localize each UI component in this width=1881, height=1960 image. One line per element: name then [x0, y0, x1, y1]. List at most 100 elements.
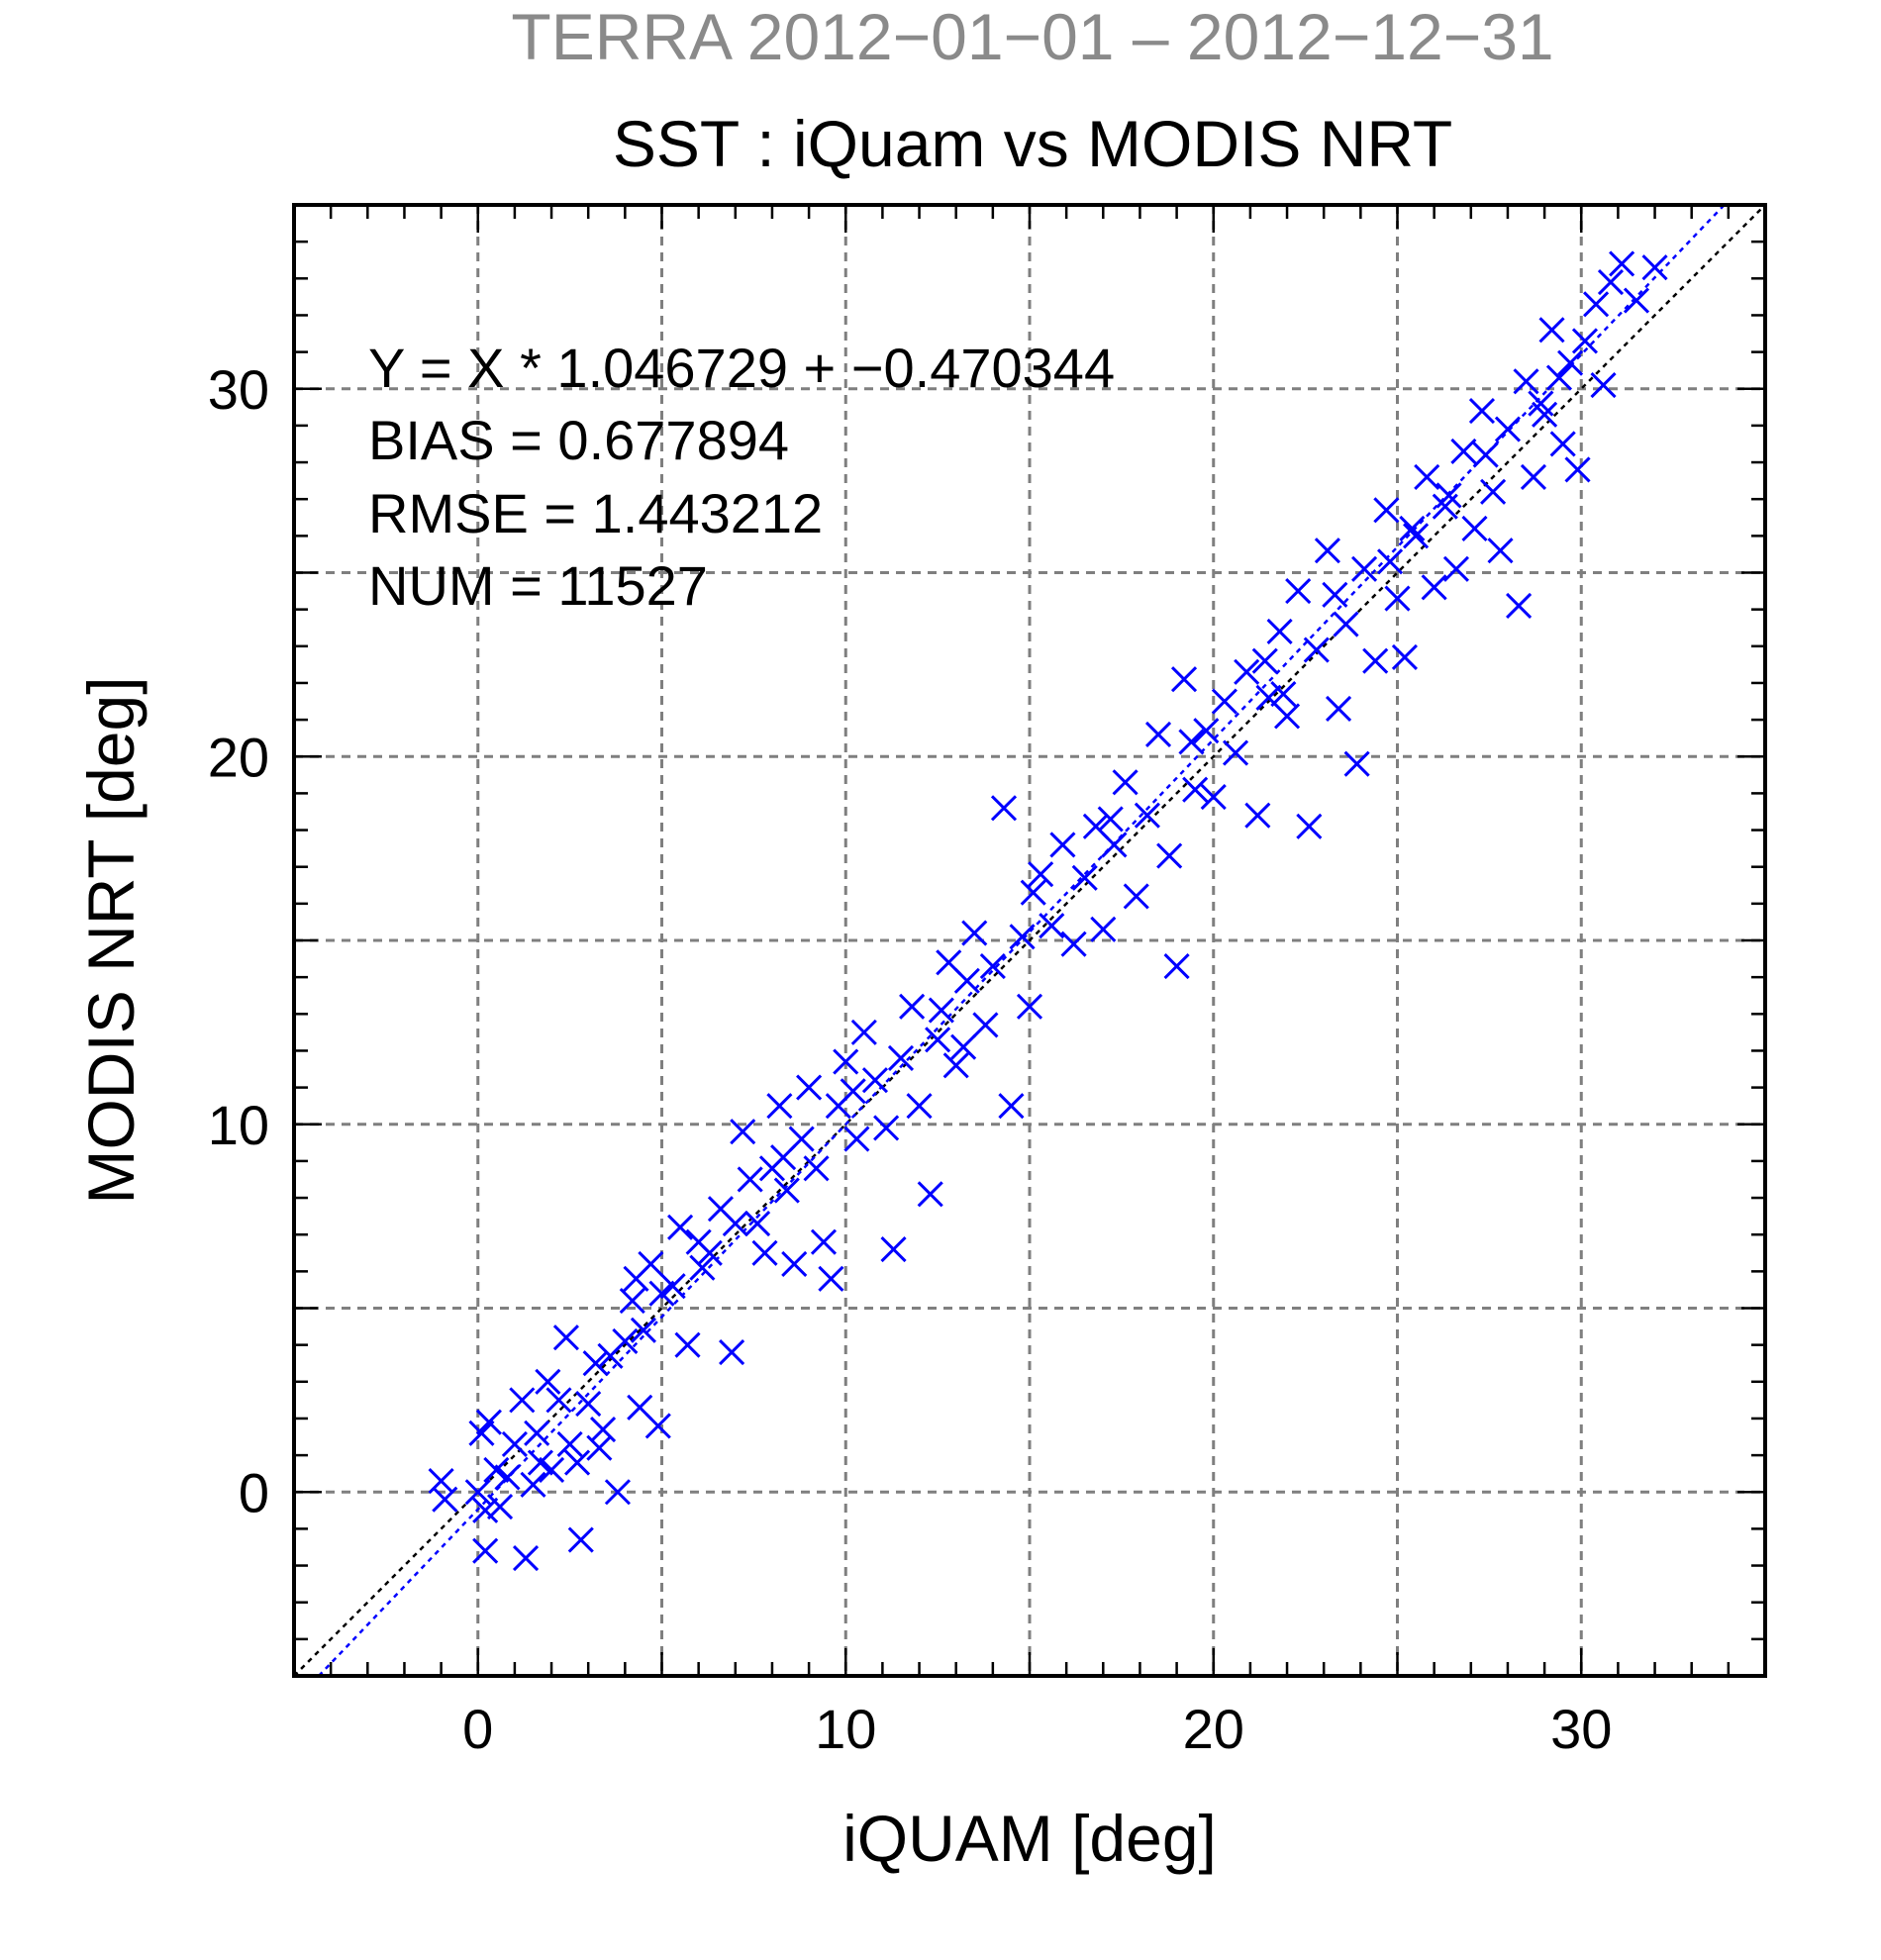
- data-point: [464, 1479, 491, 1506]
- data-point: [887, 1044, 915, 1071]
- data-point: [1480, 478, 1507, 505]
- data-point: [1436, 482, 1462, 509]
- data-point: [468, 1420, 495, 1446]
- data-point: [1549, 431, 1576, 457]
- data-point: [1112, 769, 1138, 796]
- data-point: [520, 1471, 546, 1498]
- data-point: [840, 1078, 866, 1105]
- data-point: [612, 1327, 639, 1355]
- data-point: [737, 1166, 763, 1193]
- data-point: [810, 1228, 838, 1255]
- data-point: [1060, 931, 1087, 957]
- data-point: [1414, 463, 1440, 490]
- data-point: [972, 1012, 999, 1038]
- data-point: [781, 1250, 808, 1277]
- data-point: [751, 1239, 778, 1266]
- data-point: [1362, 647, 1389, 674]
- data-point: [1343, 750, 1370, 777]
- data-point: [623, 1265, 649, 1292]
- data-point: [1156, 842, 1183, 869]
- x-tick-label: 10: [815, 1698, 876, 1760]
- data-point: [630, 1317, 656, 1343]
- data-point: [512, 1545, 540, 1572]
- data-point: [990, 795, 1018, 822]
- x-tick-label: 30: [1550, 1698, 1612, 1760]
- data-point: [689, 1254, 716, 1281]
- data-point: [1609, 250, 1635, 277]
- data-point: [1384, 585, 1411, 612]
- data-point: [1200, 784, 1227, 811]
- data-point: [833, 1048, 859, 1075]
- data-point: [803, 1155, 830, 1182]
- data-point: [950, 1033, 977, 1060]
- data-point: [1545, 364, 1573, 391]
- data-point: [1222, 739, 1249, 766]
- data-point: [535, 1368, 561, 1395]
- data-point: [1442, 555, 1470, 582]
- data-point: [648, 1280, 675, 1307]
- data-point: [1322, 581, 1348, 608]
- data-point: [1211, 688, 1238, 715]
- plot-frame: [292, 203, 1767, 1678]
- data-point: [1487, 538, 1514, 564]
- data-point: [432, 1486, 458, 1513]
- data-point: [552, 1324, 579, 1351]
- data-point: [773, 1177, 800, 1204]
- data-point: [644, 1413, 671, 1439]
- y-tick-label: 0: [239, 1461, 269, 1523]
- data-point: [1028, 861, 1054, 888]
- data-point: [730, 1119, 756, 1145]
- data-point: [563, 1449, 591, 1476]
- data-points: [428, 250, 1668, 1572]
- data-point: [1182, 776, 1209, 803]
- data-point: [1403, 523, 1430, 549]
- data-point: [979, 952, 1006, 980]
- data-point: [818, 1265, 844, 1292]
- data-point: [1101, 832, 1128, 858]
- data-point: [1461, 515, 1488, 541]
- data-point: [1266, 618, 1293, 645]
- x-axis-label: iQUAM [deg]: [842, 1802, 1217, 1875]
- data-point: [953, 967, 980, 994]
- data-point: [1513, 368, 1539, 395]
- data-point: [1583, 291, 1610, 318]
- data-point: [1333, 611, 1359, 637]
- chart-supertitle: TERRA 2012−01−01 – 2012−12−31: [511, 0, 1553, 73]
- data-point: [582, 1350, 609, 1377]
- x-tick-label: 0: [462, 1698, 493, 1760]
- data-point: [873, 1115, 900, 1141]
- regression-equation: Y = X * 1.046729 + −0.470344: [368, 337, 1115, 399]
- data-point: [917, 1181, 943, 1208]
- data-point: [843, 1126, 870, 1152]
- data-point: [575, 1391, 602, 1418]
- data-point: [1557, 349, 1584, 376]
- bias-value: BIAS = 0.677894: [368, 409, 789, 471]
- data-point: [942, 1052, 969, 1079]
- data-point: [1391, 643, 1418, 671]
- data-point: [850, 1019, 877, 1045]
- data-point: [1193, 718, 1220, 744]
- data-point: [1590, 371, 1617, 399]
- data-point: [486, 1494, 514, 1520]
- data-point: [1472, 441, 1499, 468]
- x-tick-label: 20: [1183, 1698, 1244, 1760]
- data-point: [1571, 328, 1599, 354]
- data-point: [619, 1288, 645, 1315]
- data-point: [1506, 592, 1533, 619]
- data-point: [667, 1214, 694, 1240]
- data-point: [1273, 703, 1301, 730]
- data-point: [722, 1210, 748, 1237]
- data-point: [906, 1093, 933, 1120]
- data-point: [1020, 879, 1046, 906]
- data-point: [1049, 832, 1076, 858]
- data-point: [766, 1093, 793, 1120]
- data-point: [1296, 813, 1323, 839]
- data-point: [1623, 287, 1650, 314]
- data-point: [604, 1479, 631, 1506]
- data-point: [744, 1210, 771, 1237]
- data-point: [586, 1434, 613, 1461]
- data-point: [538, 1456, 565, 1484]
- data-point: [1178, 729, 1205, 755]
- data-point: [1039, 913, 1065, 939]
